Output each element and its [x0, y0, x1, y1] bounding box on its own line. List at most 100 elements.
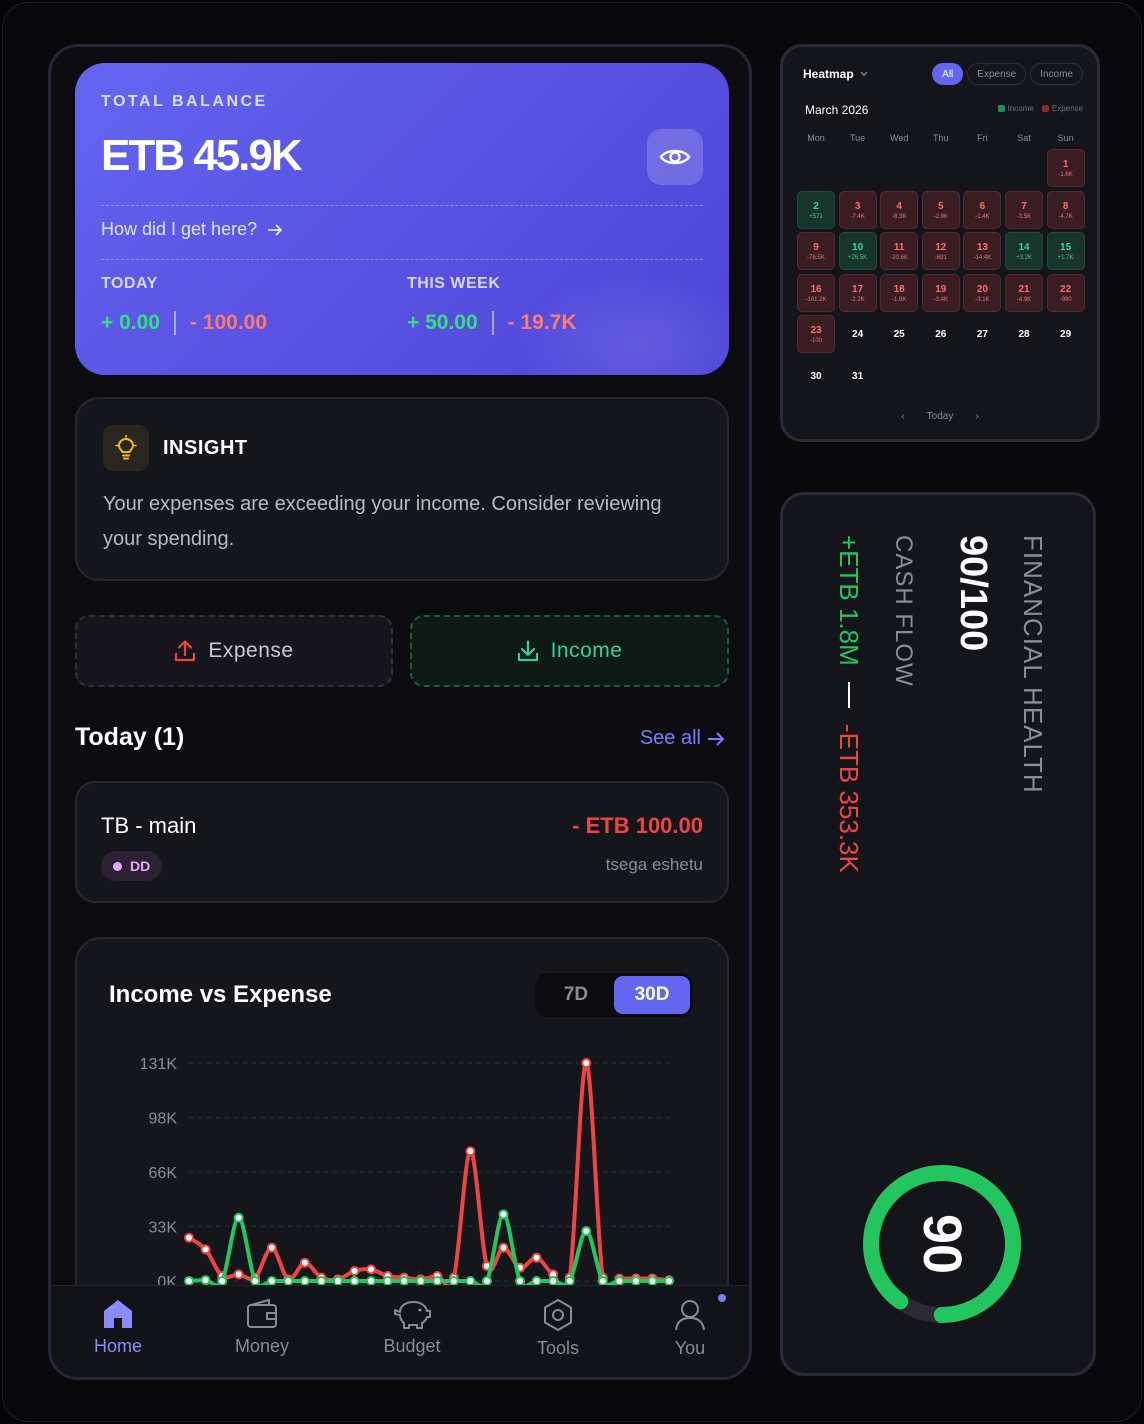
heatmap-day-cell[interactable]: 26 — [922, 315, 960, 353]
data-point[interactable] — [531, 1252, 542, 1263]
day-value: -1.4K — [975, 213, 990, 220]
data-point[interactable] — [498, 1209, 509, 1220]
heatmap-day-cell[interactable]: 31 — [839, 357, 877, 395]
tab-you[interactable]: You — [635, 1298, 745, 1359]
day-number: 8 — [1062, 200, 1069, 212]
heatmap-day-cell[interactable]: 11 -20.6K — [880, 232, 919, 271]
data-point[interactable] — [366, 1276, 377, 1286]
heatmap-day-cell[interactable]: 24 — [839, 315, 877, 353]
how-did-i-get-here-link[interactable]: How did I get here? — [101, 219, 283, 240]
next-month-button[interactable]: › — [975, 411, 979, 422]
data-point[interactable] — [366, 1264, 377, 1275]
data-point[interactable] — [630, 1276, 641, 1286]
data-point[interactable] — [581, 1058, 592, 1068]
data-point[interactable] — [200, 1244, 211, 1255]
income-button-label: Income — [550, 639, 623, 662]
data-point[interactable] — [349, 1266, 360, 1277]
heatmap-day-cell[interactable]: 19 -3.4K — [921, 273, 960, 312]
heatmap-day-cell[interactable]: 1 -1.6K — [1046, 149, 1085, 187]
data-point[interactable] — [564, 1276, 575, 1286]
data-point[interactable] — [299, 1257, 310, 1268]
heatmap-day-cell[interactable]: 8 -4.7K — [1046, 190, 1085, 229]
heatmap-day-cell[interactable]: 16 -101.2K — [797, 273, 835, 312]
prev-month-button[interactable]: ‹ — [901, 411, 905, 422]
heatmap-day-cell[interactable]: 4 -8.3K — [880, 190, 919, 229]
heatmap-day-cell[interactable]: 30 — [797, 357, 835, 395]
heatmap-day-cell[interactable]: 29 — [1047, 315, 1085, 353]
data-point[interactable] — [664, 1276, 674, 1286]
filter-income-chip[interactable]: Income — [1030, 63, 1083, 85]
range-7d-button[interactable]: 7D — [563, 984, 589, 1005]
heatmap-day-cell[interactable]: 27 — [963, 315, 1001, 353]
data-point[interactable] — [597, 1276, 608, 1286]
transaction-row[interactable]: TB - main - ETB 100.00 DD tsega eshetu — [75, 781, 729, 903]
add-expense-button[interactable]: Expense — [75, 615, 393, 687]
heatmap-day-cell[interactable]: 25 — [880, 315, 918, 353]
data-point[interactable] — [233, 1269, 244, 1280]
heatmap-day-cell[interactable]: 5 -2.9K — [921, 190, 960, 229]
heatmap-day-cell[interactable]: 13 -14.4K — [963, 232, 1002, 271]
data-point[interactable] — [332, 1276, 343, 1286]
data-point[interactable] — [399, 1276, 410, 1286]
heatmap-day-cell[interactable]: 20 -3.1K — [963, 273, 1002, 312]
heatmap-day-cell[interactable]: 6 -1.4K — [963, 190, 1002, 229]
heatmap-title-dropdown[interactable]: Heatmap — [803, 67, 868, 81]
heatmap-day-cell[interactable]: 15 +1.7K — [1046, 232, 1085, 271]
heatmap-day-cell[interactable]: 9 -76.5K — [797, 232, 835, 271]
tab-tools[interactable]: Tools — [503, 1298, 613, 1359]
data-point[interactable] — [548, 1276, 559, 1286]
data-point[interactable] — [349, 1276, 360, 1286]
data-point[interactable] — [200, 1275, 211, 1286]
day-number: 9 — [813, 242, 819, 254]
data-point[interactable] — [184, 1276, 194, 1286]
data-point[interactable] — [481, 1276, 492, 1286]
add-income-button[interactable]: Income — [410, 615, 729, 687]
data-point[interactable] — [415, 1276, 426, 1286]
heatmap-day-cell[interactable]: 23 -100 — [797, 315, 835, 354]
data-point[interactable] — [465, 1146, 476, 1157]
heatmap-day-cell[interactable]: 10 +26.5K — [838, 232, 877, 271]
heatmap-day-cell[interactable]: 3 -7.4K — [838, 190, 877, 229]
heatmap-day-cell[interactable]: 12 -691 — [921, 232, 960, 271]
data-point[interactable] — [448, 1276, 459, 1286]
data-point[interactable] — [233, 1212, 244, 1223]
data-point[interactable] — [382, 1276, 393, 1286]
filter-expense-chip[interactable]: Expense — [967, 63, 1027, 85]
data-point[interactable] — [515, 1276, 526, 1286]
see-all-link[interactable]: See all — [640, 727, 725, 750]
heatmap-day-cell[interactable]: 17 -2.2K — [838, 273, 877, 312]
heatmap-day-cell[interactable]: 2 +571 — [797, 190, 835, 229]
heatmap-day-cell[interactable]: 22 -990 — [1046, 273, 1085, 312]
day-value: -2.9K — [933, 213, 948, 220]
data-point[interactable] — [283, 1276, 294, 1286]
range-30d-button[interactable]: 30D — [614, 976, 690, 1014]
heatmap-day-cell[interactable]: 14 +3.2K — [1005, 232, 1043, 271]
data-point[interactable] — [531, 1276, 542, 1286]
data-point[interactable] — [498, 1242, 509, 1253]
toggle-visibility-button[interactable] — [647, 129, 703, 185]
tab-home[interactable]: Home — [63, 1298, 173, 1357]
data-point[interactable] — [266, 1276, 277, 1286]
day-number: 1 — [1062, 159, 1069, 170]
data-point[interactable] — [316, 1276, 327, 1286]
heatmap-day-cell[interactable]: 28 — [1005, 315, 1043, 353]
tab-money[interactable]: Money — [207, 1298, 317, 1357]
filter-all-chip[interactable]: All — [932, 63, 964, 85]
ring-progress — [863, 1165, 1021, 1323]
data-point[interactable] — [581, 1226, 592, 1237]
heatmap-day-cell[interactable]: 21 -4.9K — [1005, 273, 1043, 312]
data-point[interactable] — [465, 1276, 476, 1286]
data-point[interactable] — [432, 1276, 443, 1286]
data-point[interactable] — [266, 1242, 277, 1253]
tab-budget[interactable]: Budget — [357, 1298, 467, 1357]
data-point[interactable] — [614, 1276, 625, 1286]
data-point[interactable] — [217, 1276, 228, 1286]
data-point[interactable] — [647, 1276, 658, 1286]
data-point[interactable] — [184, 1232, 194, 1243]
heatmap-day-cell[interactable]: 18 -1.8K — [880, 273, 919, 312]
heatmap-day-cell[interactable]: 7 -3.5K — [1005, 190, 1043, 229]
today-button[interactable]: Today — [926, 411, 954, 422]
data-point[interactable] — [250, 1276, 261, 1286]
data-point[interactable] — [299, 1276, 310, 1286]
